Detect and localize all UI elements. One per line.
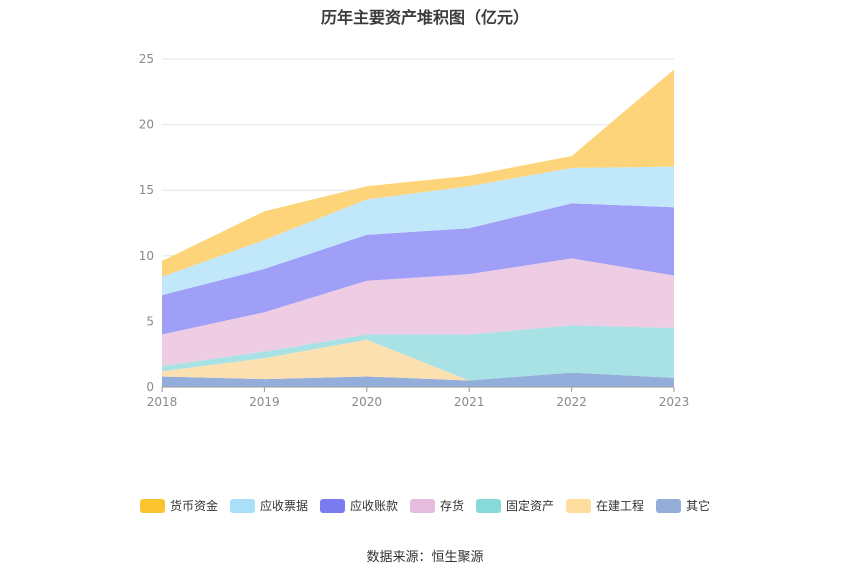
area-series-2[interactable] <box>162 325 674 381</box>
legend-item[interactable]: 存货 <box>409 497 464 514</box>
legend-label: 存货 <box>439 499 464 513</box>
x-tick-label: 2019 <box>249 395 280 409</box>
y-tick-label: 20 <box>139 118 154 132</box>
y-tick-label: 0 <box>146 380 154 394</box>
legend-label: 固定资产 <box>506 499 555 513</box>
legend-item[interactable]: 应收账款 <box>319 497 398 514</box>
legend-label: 应收账款 <box>349 499 398 513</box>
legend-item[interactable]: 应收票据 <box>229 497 308 514</box>
legend-swatch <box>566 498 592 513</box>
legend-item[interactable]: 货币资金 <box>139 497 218 514</box>
y-tick-label: 25 <box>139 52 154 66</box>
area-series-3[interactable] <box>162 258 674 367</box>
legend-label: 货币资金 <box>169 499 218 513</box>
legend-swatch <box>656 498 682 513</box>
area-series-5[interactable] <box>162 166 674 296</box>
legend-swatch <box>409 498 435 513</box>
legend-swatch <box>476 498 501 513</box>
axes: 0 5 10 15 20 25 2018 2019 2020 2021 2022 2023 <box>139 52 690 409</box>
y-tick-label: 10 <box>139 249 154 263</box>
x-tick-label: 2022 <box>556 395 587 409</box>
area-series-4[interactable] <box>162 203 674 335</box>
legend-label: 其它 <box>686 499 711 513</box>
legend-item[interactable]: 固定资产 <box>476 497 554 514</box>
legend-item[interactable]: 在建工程 <box>566 497 644 514</box>
area-series-0[interactable] <box>162 372 674 387</box>
x-tick-label: 2023 <box>659 395 690 409</box>
x-tick-label: 2018 <box>147 395 178 409</box>
x-tick-label: 2021 <box>454 395 485 409</box>
x-tick-label: 2020 <box>352 395 383 409</box>
legend-label: 在建工程 <box>596 499 645 513</box>
y-tick-label: 15 <box>139 183 154 197</box>
legend: 货币资金 应收票据 应收账款 存货 固定资产 在建工程 其它 <box>0 497 850 514</box>
legend-item[interactable]: 其它 <box>656 497 710 514</box>
legend-swatch <box>319 498 345 513</box>
legend-label: 应收票据 <box>259 499 308 513</box>
y-tick-label: 5 <box>146 314 154 328</box>
source-note: 数据来源：恒生聚源 <box>366 550 484 565</box>
legend-swatch <box>229 498 255 513</box>
area-series <box>162 69 674 387</box>
area-series-6[interactable] <box>162 69 674 277</box>
chart-title: 历年主要资产堆积图（亿元） <box>320 8 529 27</box>
legend-swatch <box>139 498 165 513</box>
